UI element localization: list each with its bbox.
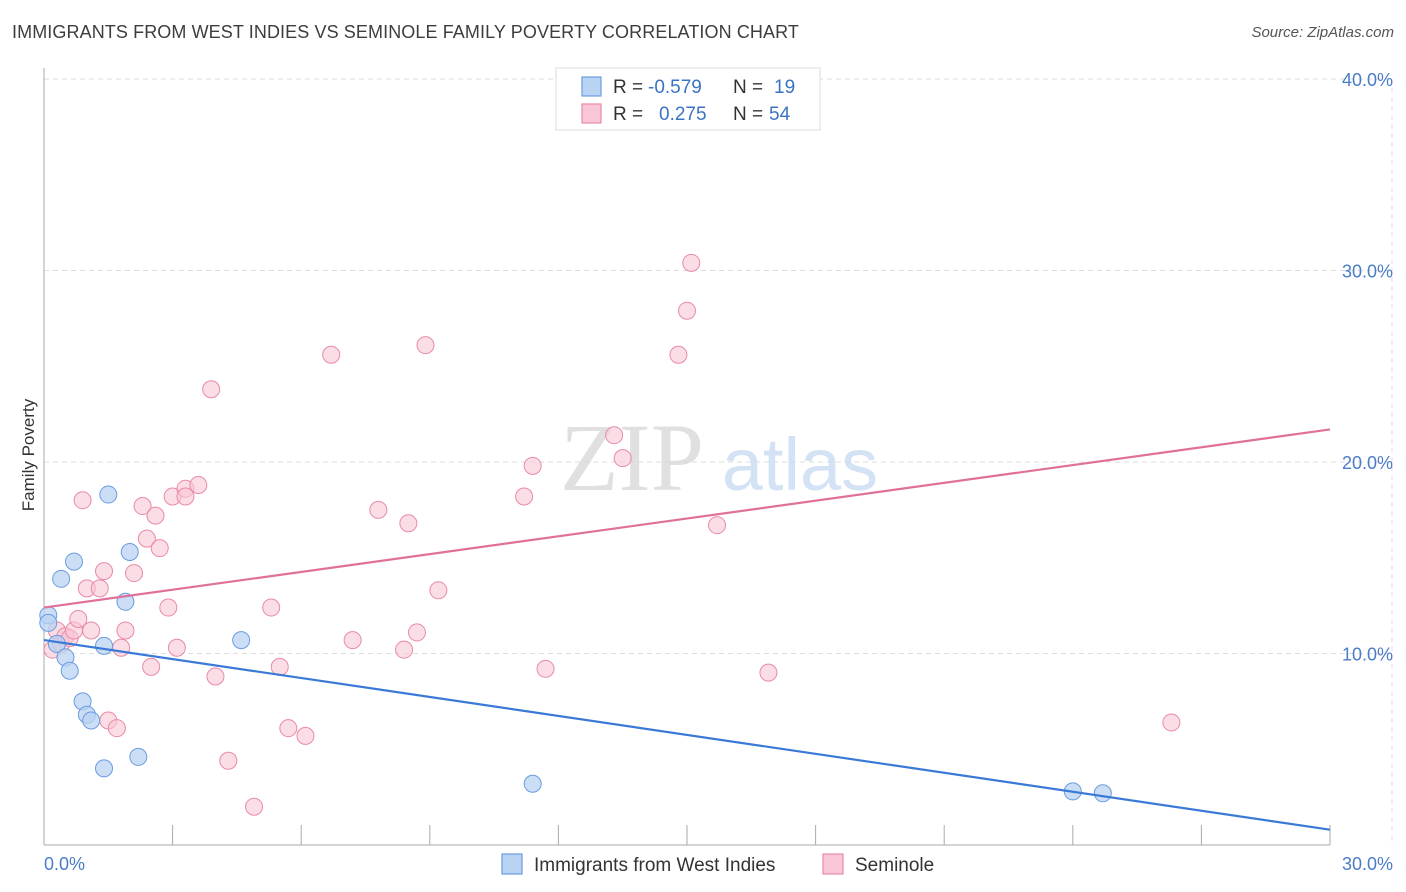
- west-indies-point-6: [65, 552, 84, 571]
- west-indies-trend-line: [43, 639, 1331, 831]
- source-label: Source: ZipAtlas.com: [1251, 24, 1394, 41]
- bottom-legend-pink-swatch: [822, 853, 844, 875]
- seminole-point-18: [137, 529, 156, 548]
- seminole-point-31: [245, 797, 264, 816]
- seminole-point-52: [708, 516, 727, 535]
- seminole-point-51: [682, 253, 701, 272]
- y-axis-label: Family Poverty: [19, 398, 38, 511]
- watermark-atlas: atlas: [722, 423, 878, 506]
- seminole-point-39: [395, 640, 414, 659]
- seminole-points: [43, 253, 1181, 816]
- seminole-point-43: [429, 581, 448, 600]
- seminole-point-10: [90, 579, 109, 598]
- trend-lines: [43, 428, 1331, 831]
- seminole-point-38: [369, 500, 388, 519]
- legend-n-label-1: N =: [733, 104, 763, 125]
- seminole-point-7: [73, 491, 92, 510]
- legend-r-value-0: -0.579: [648, 77, 702, 98]
- x-tick-label-1: 30.0%: [1342, 854, 1393, 874]
- seminole-point-32: [262, 598, 281, 617]
- seminole-point-41: [407, 623, 426, 642]
- west-indies-point-16: [232, 631, 251, 650]
- seminole-point-15: [116, 621, 135, 640]
- seminole-point-20: [146, 506, 165, 525]
- y-tick-label-3: 40.0%: [1342, 70, 1393, 90]
- bottom-legend-label-0: Immigrants from West Indies: [534, 855, 775, 876]
- seminole-point-26: [176, 487, 195, 506]
- seminole-point-11: [95, 562, 114, 581]
- west-indies-point-12: [99, 485, 118, 504]
- seminole-point-35: [296, 726, 315, 745]
- legend-r-label-1: R =: [613, 104, 643, 125]
- seminole-point-54: [1162, 713, 1181, 732]
- seminole-point-45: [523, 456, 542, 475]
- seminole-point-19: [142, 657, 161, 676]
- grid-lines: [44, 78, 1393, 845]
- seminole-point-16: [125, 564, 144, 583]
- seminole-point-28: [202, 380, 221, 399]
- y-tick-label-1: 20.0%: [1342, 453, 1393, 473]
- west-indies-point-18: [1093, 784, 1112, 803]
- seminole-point-46: [536, 659, 555, 678]
- west-indies-point-14: [120, 543, 139, 562]
- seminole-point-48: [613, 449, 632, 468]
- legend-blue-swatch: [581, 76, 602, 97]
- west-indies-point-17: [523, 774, 542, 793]
- west-indies-points: [39, 485, 1112, 803]
- bottom-legend: Immigrants from West Indies Seminole: [501, 853, 934, 876]
- seminole-point-34: [279, 719, 298, 738]
- y-tick-label-2: 30.0%: [1342, 262, 1393, 282]
- y-tick-label-0: 10.0%: [1342, 645, 1393, 665]
- legend-r-value-1: 0.275: [659, 104, 707, 125]
- seminole-point-27: [189, 475, 208, 494]
- watermark-zip: ZIP: [560, 404, 704, 511]
- west-indies-point-9: [82, 711, 101, 730]
- legend-n-value-1: 54: [769, 104, 791, 125]
- seminole-point-47: [605, 426, 624, 445]
- bottom-legend-label-1: Seminole: [855, 855, 934, 876]
- seminole-point-50: [678, 301, 696, 320]
- seminole-point-36: [322, 345, 341, 364]
- west-indies-point-3: [52, 569, 71, 588]
- seminole-point-44: [515, 487, 534, 506]
- west-indies-point-5: [60, 661, 79, 680]
- seminole-point-13: [107, 719, 126, 738]
- seminole-point-17: [133, 497, 152, 516]
- seminole-trend-line: [43, 428, 1331, 609]
- west-indies-point-15: [129, 747, 148, 766]
- bottom-legend-blue-swatch: [501, 853, 523, 875]
- y-tick-labels: 10.0% 20.0% 30.0% 40.0%: [1342, 70, 1393, 665]
- seminole-point-6: [69, 610, 88, 629]
- seminole-point-33: [270, 657, 289, 676]
- west-indies-point-11: [95, 759, 114, 778]
- seminole-point-22: [159, 598, 178, 617]
- seminole-point-14: [112, 638, 131, 657]
- legend-r-label-0: R =: [613, 77, 643, 98]
- seminole-point-53: [759, 663, 778, 682]
- x-tick-label-0: 0.0%: [44, 854, 85, 874]
- watermark: ZIP atlas: [560, 404, 878, 511]
- west-indies-point-10: [95, 636, 114, 655]
- legend-n-label-0: N =: [733, 77, 763, 98]
- seminole-point-23: [167, 638, 186, 657]
- legend-pink-swatch: [581, 103, 602, 124]
- axes: [43, 68, 1331, 846]
- seminole-point-29: [206, 667, 225, 686]
- seminole-point-30: [219, 751, 238, 770]
- seminole-point-9: [82, 621, 101, 640]
- seminole-point-40: [399, 514, 418, 533]
- chart-title: IMMIGRANTS FROM WEST INDIES VS SEMINOLE …: [12, 22, 799, 42]
- seminole-point-49: [669, 345, 688, 364]
- legend-n-value-0: 19: [774, 77, 795, 98]
- west-indies-point-1: [39, 613, 58, 632]
- seminole-point-37: [343, 631, 362, 650]
- x-tick-labels: 0.0% 30.0%: [44, 854, 1393, 874]
- seminole-point-21: [150, 539, 169, 558]
- seminole-point-42: [416, 336, 435, 355]
- legend-box: R = -0.579 N = 19 R = 0.275 N = 54: [555, 67, 821, 131]
